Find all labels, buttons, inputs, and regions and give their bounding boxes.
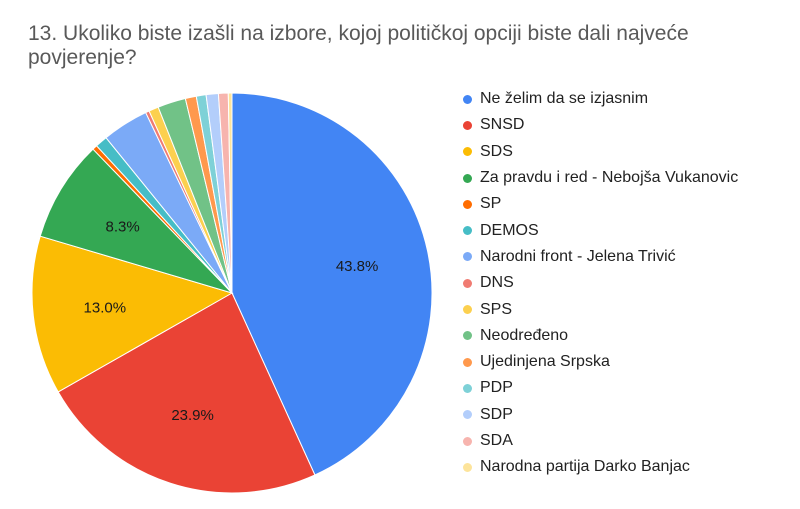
pie-slice-2 bbox=[31, 235, 234, 393]
legend-item: DNS bbox=[463, 270, 738, 296]
legend-marker-icon bbox=[463, 462, 472, 472]
legend-label: Narodna partija Darko Banjac bbox=[480, 458, 690, 476]
legend-label: SNSD bbox=[480, 116, 525, 134]
legend-label: SP bbox=[480, 195, 502, 213]
legend-item: SPS bbox=[463, 296, 738, 322]
slice-data-label: 13.0% bbox=[84, 300, 127, 317]
legend-item: SDS bbox=[463, 139, 738, 165]
legend-item: Neodređeno bbox=[463, 323, 738, 349]
legend-marker-icon bbox=[463, 94, 472, 104]
legend-label: Narodni front - Jelena Trivić bbox=[480, 247, 676, 265]
pie-slice-3 bbox=[39, 148, 234, 295]
legend-marker-icon bbox=[463, 199, 472, 209]
legend-marker-icon bbox=[463, 252, 472, 262]
legend-label: SPS bbox=[480, 300, 513, 318]
slice-data-label: 23.9% bbox=[171, 407, 214, 424]
legend-item: Ne želim da se izjasnim bbox=[463, 86, 738, 112]
legend-label: DEMOS bbox=[480, 221, 539, 239]
legend-item: DEMOS bbox=[463, 217, 738, 243]
legend-label: Neodređeno bbox=[480, 326, 569, 344]
legend-item: Za pravdu i red - Nebojša Vukanovic bbox=[463, 165, 738, 191]
legend-marker-icon bbox=[463, 436, 472, 446]
chart-legend: Ne želim da se izjasnim SNSD SDS Za pravdu … bbox=[463, 86, 738, 480]
legend-item: Ujedinjena Srpska bbox=[463, 349, 738, 375]
legend-item: Narodna partija Darko Banjac bbox=[463, 454, 738, 480]
legend-marker-icon bbox=[463, 147, 472, 157]
legend-label: SDS bbox=[480, 142, 513, 160]
legend-label: SDA bbox=[480, 432, 513, 449]
pie-slice-1 bbox=[57, 292, 316, 494]
pie-slice-14 bbox=[227, 92, 233, 294]
legend-marker-icon bbox=[463, 331, 472, 341]
legend-marker-icon bbox=[463, 226, 472, 236]
legend-item: PDP bbox=[463, 375, 738, 401]
legend-marker-icon bbox=[463, 305, 472, 315]
legend-label: SDP bbox=[480, 405, 513, 423]
chart-title: 13. Ukoliko biste izašli na izbore, kojo… bbox=[28, 22, 689, 69]
legend-item: SDP bbox=[463, 402, 738, 428]
legend-marker-icon bbox=[463, 383, 472, 393]
slice-data-label: 43.8% bbox=[336, 258, 379, 275]
legend-item: SP bbox=[463, 191, 738, 217]
legend-label: PDP bbox=[480, 379, 513, 397]
legend-marker-icon bbox=[463, 278, 472, 288]
legend-item: Narodni front - Jelena Trivić bbox=[463, 244, 738, 270]
legend-label: DNS bbox=[480, 274, 514, 292]
legend-item: SNSD bbox=[463, 112, 738, 138]
legend-marker-icon bbox=[463, 120, 472, 130]
pie-slice-0 bbox=[231, 92, 433, 476]
legend-marker-icon bbox=[463, 357, 472, 367]
legend-item: SDA bbox=[463, 428, 738, 454]
legend-label: Ujedinjena Srpska bbox=[480, 353, 610, 371]
legend-marker-icon bbox=[463, 173, 472, 183]
legend-label: Za pravdu i red - Nebojša Vukanovic bbox=[480, 169, 739, 187]
slice-data-label: 8.3% bbox=[105, 219, 139, 236]
legend-marker-icon bbox=[463, 410, 472, 420]
legend-label: Ne želim da se izjasnim bbox=[480, 90, 649, 108]
